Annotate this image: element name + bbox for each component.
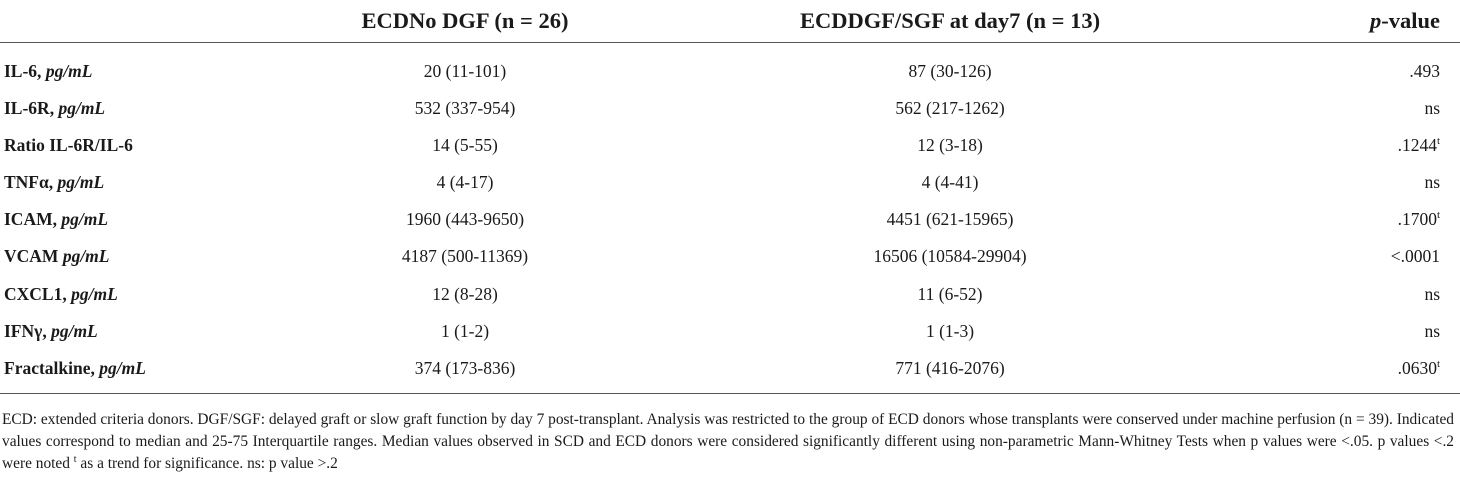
row-marker: CXCL1, pg/mL [0, 275, 250, 312]
row-marker-unit: pg/mL [71, 283, 118, 304]
row-marker: VCAM pg/mL [0, 238, 250, 275]
table-row: ICAM, pg/mL 1960 (443-9650) 4451 (621-1596… [0, 201, 1460, 238]
table-row: IL-6, pg/mL 20 (11-101) 87 (30-126) .493 [0, 43, 1460, 91]
cell-pvalue: <.0001 [1220, 238, 1460, 275]
row-marker: IL-6R, pg/mL [0, 90, 250, 127]
cell-no-dgf: 4187 (500-11369) [401, 246, 529, 267]
footnote-sup: t [73, 454, 77, 465]
pvalue-text: ns [1424, 172, 1440, 193]
cell-dgf: 562 (217-1262) [895, 98, 1005, 119]
pvalue-trend-sup: t [1436, 135, 1440, 148]
table-row: Fractalkine, pg/mL 374 (173-836) 771 (416-… [0, 349, 1460, 394]
cell-pvalue: .1244t [1220, 127, 1460, 164]
row-marker: ICAM, pg/mL [0, 201, 250, 238]
cell-no-dgf: 4 (4-17) [436, 172, 494, 193]
pvalue-text: <.0001 [1390, 246, 1440, 267]
pvalue-trend-sup: t [1436, 209, 1440, 222]
row-marker-unit: pg/mL [51, 320, 98, 341]
header-marker [0, 0, 250, 43]
cell-dgf: 87 (30-126) [908, 61, 992, 81]
header-pvalue-italic: p [1370, 8, 1382, 33]
header-pvalue: p-value [1220, 0, 1460, 43]
footnote-text-2: as a trend for significance. ns: p value… [76, 455, 338, 472]
cell-pvalue: ns [1220, 313, 1460, 350]
table-footnote: ECD: extended criteria donors. DGF/SGF: … [2, 409, 1454, 475]
cell-pvalue: .493 [1220, 43, 1460, 91]
pvalue-text: ns [1424, 320, 1440, 341]
cell-pvalue: ns [1220, 275, 1460, 312]
pvalue-text: ns [1424, 283, 1440, 304]
cell-dgf: 11 (6-52) [917, 283, 983, 304]
table-row: TNFα, pg/mL 4 (4-17) 4 (4-41) ns [0, 164, 1460, 201]
row-marker-unit: pg/mL [58, 98, 106, 119]
header-pvalue-rest: -value [1381, 8, 1440, 33]
footnote-text-1: ECD: extended criteria donors. DGF/SGF: … [2, 411, 1454, 472]
header-dgf: ECDDGF/SGF at day7 (n = 13) [680, 0, 1220, 43]
pvalue-text: .0630 [1397, 357, 1437, 378]
row-marker-name: VCAM [4, 246, 63, 267]
cell-no-dgf: 1960 (443-9650) [405, 209, 525, 230]
row-marker-name: Fractalkine, [4, 357, 100, 378]
cell-no-dgf: 1 (1-2) [440, 320, 490, 341]
cell-pvalue: .0630t [1220, 349, 1460, 394]
cell-dgf: 4451 (621-15965) [886, 209, 1014, 230]
table-row: CXCL1, pg/mL 12 (8-28) 11 (6-52) ns [0, 275, 1460, 312]
cell-no-dgf: 12 (8-28) [432, 283, 498, 304]
row-marker: Ratio IL-6R/IL-6 [0, 127, 250, 164]
row-marker-unit: pg/mL [62, 246, 110, 267]
row-marker-name: TNFα, [4, 172, 58, 193]
row-marker-name: CXCL1, [4, 283, 72, 304]
row-marker-unit: pg/mL [61, 209, 109, 230]
row-marker-name: IL-6R, [4, 98, 59, 119]
row-marker-name: IFNγ, [4, 320, 52, 341]
cell-pvalue: ns [1220, 90, 1460, 127]
header-row: ECDNo DGF (n = 26) ECDDGF/SGF at day7 (n… [0, 0, 1460, 43]
cell-dgf: 4 (4-41) [921, 172, 979, 193]
row-marker-name: Ratio IL-6R/IL-6 [4, 135, 133, 156]
results-table-container: ECDNo DGF (n = 26) ECDDGF/SGF at day7 (n… [0, 0, 1460, 394]
cell-no-dgf: 14 (5-55) [432, 135, 498, 156]
cell-dgf: 16506 (10584-29904) [873, 246, 1027, 267]
row-marker-name: ICAM, [4, 209, 62, 230]
table-row: IFNγ, pg/mL 1 (1-2) 1 (1-3) ns [0, 313, 1460, 350]
results-table: ECDNo DGF (n = 26) ECDDGF/SGF at day7 (n… [0, 0, 1460, 394]
row-marker: IL-6, pg/mL [0, 43, 250, 91]
table-row: Ratio IL-6R/IL-6 14 (5-55) 12 (3-18) .1244t [0, 127, 1460, 164]
cell-pvalue: ns [1220, 164, 1460, 201]
row-marker-unit: pg/mL [57, 172, 105, 193]
row-marker-name: IL-6, [4, 61, 46, 81]
table-header: ECDNo DGF (n = 26) ECDDGF/SGF at day7 (n… [0, 0, 1460, 43]
row-marker: Fractalkine, pg/mL [0, 349, 250, 394]
row-marker: TNFα, pg/mL [0, 164, 250, 201]
table-row: VCAM pg/mL 4187 (500-11369) 16506 (10584-2… [0, 238, 1460, 275]
row-marker-unit: pg/mL [99, 357, 146, 378]
pvalue-text: .1244 [1397, 135, 1437, 156]
cell-no-dgf: 374 (173-836) [250, 349, 680, 394]
cell-dgf: 1 (1-3) [925, 320, 975, 341]
pvalue-text: .1700 [1397, 209, 1437, 230]
cell-no-dgf: 532 (337-954) [414, 98, 516, 119]
row-marker: IFNγ, pg/mL [0, 313, 250, 350]
cell-no-dgf: 20 (11-101) [423, 61, 507, 81]
table-row: IL-6R, pg/mL 532 (337-954) 562 (217-1262) n… [0, 90, 1460, 127]
pvalue-trend-sup: t [1436, 357, 1440, 370]
pvalue-text: ns [1424, 98, 1440, 119]
header-no-dgf: ECDNo DGF (n = 26) [250, 0, 680, 43]
cell-dgf: 771 (416-2076) [680, 349, 1220, 394]
cell-pvalue: .1700t [1220, 201, 1460, 238]
row-marker-unit: pg/mL [45, 61, 93, 81]
cell-dgf: 12 (3-18) [917, 135, 983, 156]
pvalue-text: .493 [1409, 61, 1440, 81]
table-body: IL-6, pg/mL 20 (11-101) 87 (30-126) .493 IL-… [0, 43, 1460, 394]
